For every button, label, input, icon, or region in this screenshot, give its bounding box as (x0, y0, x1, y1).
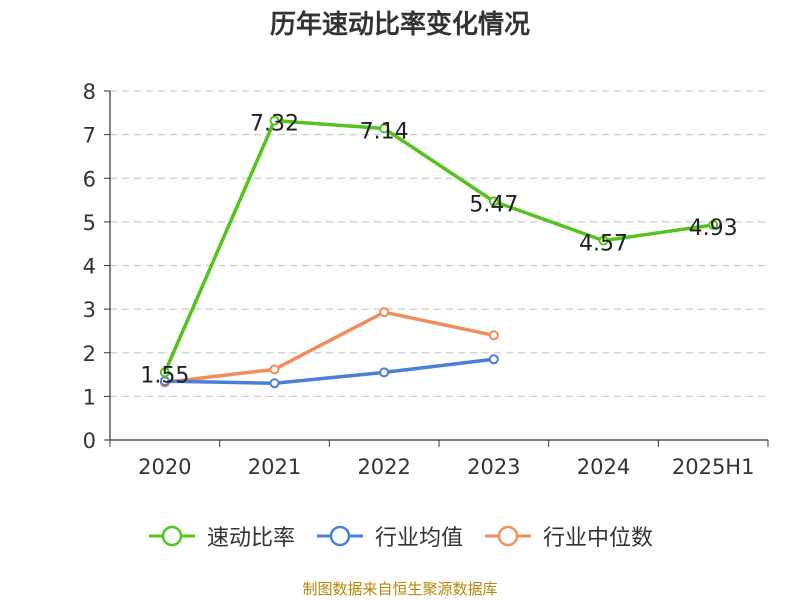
legend-item[interactable]: 行业均值 (315, 520, 463, 552)
series-line-0 (163, 118, 714, 374)
x-tick-label: 2021 (248, 455, 301, 479)
x-tick-label: 2020 (138, 455, 191, 479)
chart-title: 历年速动比率变化情况 (269, 10, 530, 40)
y-tick-label: 8 (83, 80, 96, 104)
data-point (598, 235, 609, 246)
y-tick-label: 2 (83, 342, 96, 366)
data-label: 7.14 (360, 120, 409, 145)
data-point (379, 123, 390, 134)
data-point (269, 378, 280, 389)
data-point (269, 115, 280, 126)
legend-swatch-icon (485, 525, 531, 547)
data-point (708, 219, 719, 230)
data-point (488, 354, 499, 365)
data-label: 7.32 (250, 112, 299, 137)
y-tick-label: 0 (83, 429, 96, 453)
data-label: 4.93 (689, 216, 738, 241)
legend-item[interactable]: 行业中位数 (483, 520, 653, 552)
data-point (379, 367, 390, 378)
data-point (488, 330, 499, 341)
data-point (269, 364, 280, 375)
legend-label: 行业中位数 (543, 526, 654, 551)
x-tick-label: 2025H1 (672, 455, 755, 479)
data-label: 5.47 (469, 192, 518, 217)
y-tick-label: 6 (83, 167, 96, 191)
y-tick-label: 7 (83, 124, 96, 148)
chart-legend: 速动比率 行业均值 行业中位数 (0, 520, 800, 552)
data-label: 1.55 (140, 363, 189, 388)
y-tick-label: 5 (83, 211, 96, 235)
legend-item[interactable]: 速动比率 (147, 520, 295, 552)
data-point (159, 367, 170, 378)
data-label: 4.57 (579, 232, 628, 257)
series-line-2 (164, 310, 495, 385)
data-source-note: 制图数据来自恒生聚源数据库 (302, 580, 498, 598)
legend-label: 速动比率 (206, 526, 295, 551)
legend-swatch-icon (148, 525, 195, 547)
x-tick-label: 2022 (357, 455, 410, 479)
legend-swatch-icon (316, 525, 363, 547)
x-tick-label: 2023 (467, 455, 520, 479)
line-chart-plot: 0 1 2 3 4 5 6 7 8 2020 2021 2022 2023 2024 2025H1 1.55 7… (83, 80, 769, 479)
y-tick-label: 4 (83, 255, 96, 279)
data-point (488, 196, 499, 207)
series-line-1 (164, 357, 495, 386)
y-tick-label: 3 (83, 298, 96, 322)
x-tick-label: 2024 (577, 455, 630, 479)
data-point (379, 307, 390, 318)
y-tick-label: 1 (83, 385, 96, 409)
legend-label: 行业均值 (374, 526, 463, 551)
